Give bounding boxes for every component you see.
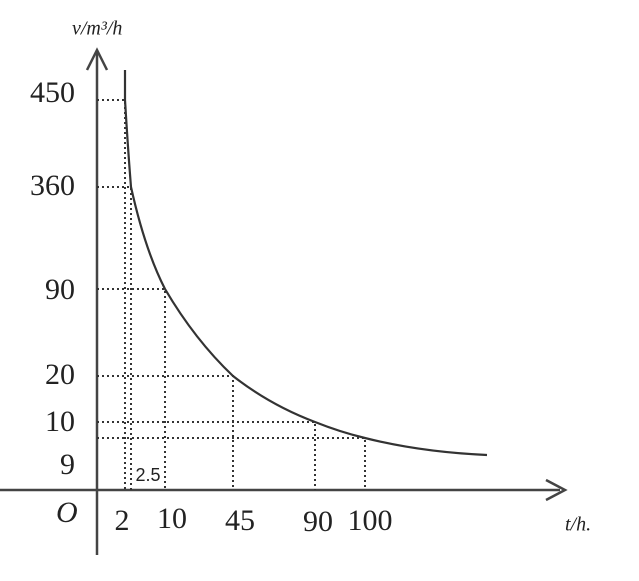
curve	[123, 70, 488, 457]
x-tick-label: 45	[225, 504, 255, 537]
y-tick-label: 9	[60, 448, 75, 481]
guide-lines	[97, 99, 366, 490]
x-tick-label: 10	[157, 502, 187, 535]
origin-label: O	[56, 496, 78, 529]
x-tick-label: 100	[348, 504, 393, 537]
y-tick-label: 10	[45, 405, 75, 438]
point-label: 2.5	[135, 465, 160, 485]
y-tick-label: 90	[45, 273, 75, 306]
y-axis-label: v/m³/h	[72, 18, 122, 40]
x-axis-arrow	[545, 478, 568, 502]
y-tick-label: 450	[30, 76, 75, 109]
x-tick-label: 2	[115, 504, 130, 537]
y-tick-label: 20	[45, 358, 75, 391]
x-axis-label: t/h.	[565, 514, 591, 536]
y-tick-label: 360	[30, 169, 75, 202]
x-tick-label: 90	[303, 505, 333, 538]
y-axis-arrow	[85, 47, 109, 71]
